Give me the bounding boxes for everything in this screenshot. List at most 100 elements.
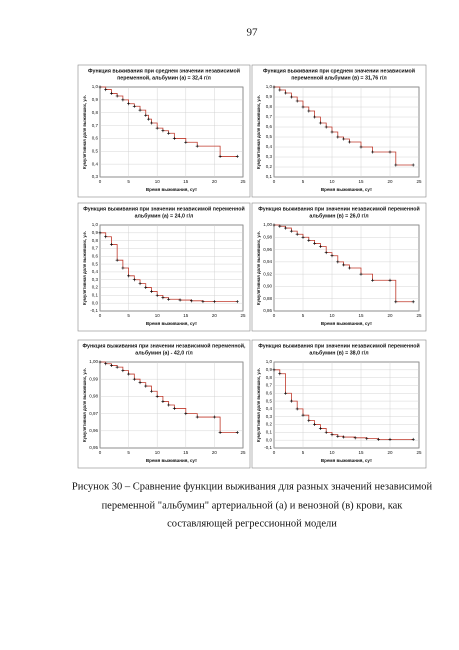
x-tick-label: 10 xyxy=(155,313,161,318)
y-tick-label: 0,3 xyxy=(92,277,99,282)
censor-marker xyxy=(121,98,125,102)
censor-marker xyxy=(121,369,125,373)
y-tick-label: 1,00 xyxy=(89,359,98,364)
x-tick-label: 20 xyxy=(212,313,218,318)
x-tick-label: 20 xyxy=(387,179,393,184)
censor-marker xyxy=(109,243,113,247)
censor-marker xyxy=(336,260,340,264)
censor-marker xyxy=(313,241,317,245)
x-tick-label: 5 xyxy=(302,179,305,184)
censor-marker xyxy=(301,235,305,239)
censor-marker xyxy=(307,109,311,113)
y-tick-label: 0,96 xyxy=(89,428,98,433)
censor-marker xyxy=(149,121,153,125)
chart-title: переменной, альбумин (а) = 32,4 г/л xyxy=(117,74,211,81)
y-tick-label: 0,4 xyxy=(266,144,273,149)
censor-marker xyxy=(284,391,288,395)
plot-area xyxy=(273,224,420,312)
x-tick-label: 20 xyxy=(212,179,218,184)
y-tick-label: 0,9 xyxy=(266,367,273,372)
y-tick-label: 0,97 xyxy=(89,411,98,416)
x-tick-label: 0 xyxy=(273,313,276,318)
censor-marker xyxy=(132,278,136,282)
y-tick-label: 0,8 xyxy=(92,110,99,115)
censor-marker xyxy=(201,300,205,304)
x-axis-label: Время выживания, сут xyxy=(321,187,373,192)
x-tick-label: 25 xyxy=(240,179,246,184)
censor-marker xyxy=(301,105,305,109)
x-axis-label: Время выживания, сут xyxy=(146,187,198,192)
censor-marker xyxy=(376,437,380,441)
y-tick-label: 0,2 xyxy=(266,422,273,427)
chart-title: Функция выживания при среднем значении н… xyxy=(88,67,240,74)
x-tick-label: 25 xyxy=(240,313,246,318)
x-tick-label: 10 xyxy=(329,179,335,184)
censor-marker xyxy=(411,437,415,441)
censor-marker xyxy=(295,99,299,103)
censor-marker xyxy=(289,95,293,99)
censor-marker xyxy=(212,415,216,419)
y-axis-label: Кумулятивная доля выживших, у.е. xyxy=(82,95,87,169)
y-tick-label: 0,5 xyxy=(266,398,273,403)
censor-marker xyxy=(212,300,216,304)
y-tick-label: 1,00 xyxy=(263,222,272,227)
x-tick-label: 15 xyxy=(358,450,364,455)
censor-marker xyxy=(272,85,276,89)
censor-marker xyxy=(278,224,282,228)
censor-marker xyxy=(336,135,340,139)
censor-marker xyxy=(149,289,153,293)
x-tick-label: 5 xyxy=(302,450,305,455)
y-tick-label: 0,7 xyxy=(92,246,99,251)
x-tick-label: 10 xyxy=(155,179,161,184)
censor-marker xyxy=(104,235,108,239)
x-tick-label: 25 xyxy=(416,313,422,318)
censor-marker xyxy=(342,263,346,267)
censor-marker xyxy=(289,399,293,403)
censor-marker xyxy=(195,415,199,419)
y-tick-label: 0,86 xyxy=(263,308,272,313)
chart-title: переменной альбумин (в) = 31,76 г/л xyxy=(291,74,387,81)
censor-marker xyxy=(235,431,239,435)
x-tick-label: 0 xyxy=(273,179,276,184)
censor-marker xyxy=(167,403,171,407)
censor-marker xyxy=(98,85,102,89)
x-tick-label: 5 xyxy=(127,179,130,184)
censor-marker xyxy=(394,300,398,304)
censor-marker xyxy=(411,300,415,304)
chart-title: Функция выживания при значении независим… xyxy=(258,342,420,349)
censor-marker xyxy=(336,434,340,438)
y-tick-label: 0,98 xyxy=(89,394,98,399)
x-tick-label: 20 xyxy=(387,450,393,455)
censor-marker xyxy=(155,126,159,130)
censor-marker xyxy=(324,125,328,129)
censor-marker xyxy=(342,435,346,439)
y-tick-label: 0,5 xyxy=(92,148,99,153)
x-tick-label: 5 xyxy=(302,313,305,318)
censor-marker xyxy=(278,372,282,376)
y-tick-label: 0,6 xyxy=(92,136,99,141)
censor-marker xyxy=(324,430,328,434)
x-tick-label: 15 xyxy=(183,313,189,318)
y-tick-label: 0,8 xyxy=(266,104,273,109)
censor-marker xyxy=(365,437,369,441)
y-tick-label: 0,6 xyxy=(266,390,273,395)
censor-marker xyxy=(132,104,136,108)
censor-marker xyxy=(342,137,346,141)
censor-marker xyxy=(115,258,119,262)
y-axis-label: Кумулятивная доля выживших, у.е. xyxy=(256,231,261,305)
x-tick-label: 5 xyxy=(127,450,130,455)
x-axis-label: Время выживания, сут xyxy=(321,458,373,463)
y-tick-label: 1,0 xyxy=(92,84,99,89)
y-axis-label: Кумулятивная доля выживших, у.е. xyxy=(82,368,87,442)
censor-marker xyxy=(161,129,165,133)
censor-marker xyxy=(218,154,222,158)
x-tick-label: 0 xyxy=(99,450,102,455)
censor-marker xyxy=(167,131,171,135)
censor-marker xyxy=(144,286,148,290)
x-axis-label: Время выживания, сут xyxy=(146,458,198,463)
censor-marker xyxy=(318,426,322,430)
x-tick-label: 20 xyxy=(212,450,218,455)
censor-marker xyxy=(330,433,334,437)
x-tick-label: 15 xyxy=(183,179,189,184)
